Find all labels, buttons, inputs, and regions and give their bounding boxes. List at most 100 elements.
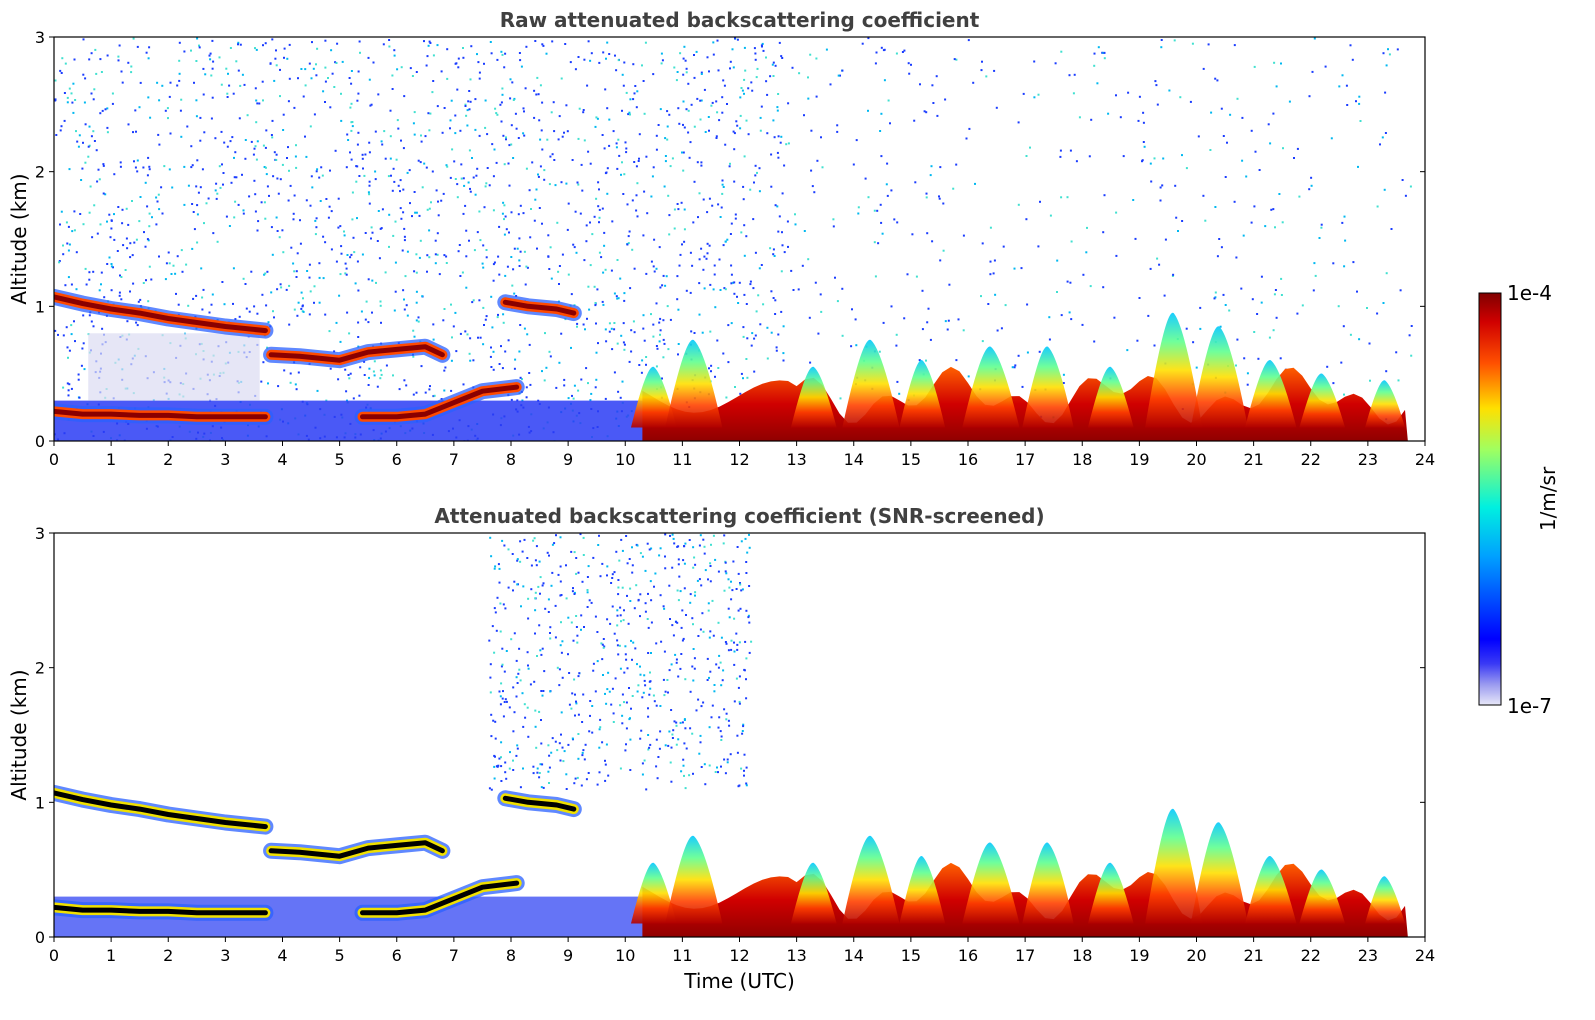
noise-point <box>723 84 726 87</box>
noise-point <box>743 669 746 672</box>
x-tick-label: 21 <box>1243 450 1263 469</box>
noise-point <box>775 349 778 352</box>
x-tick-label: 7 <box>449 450 459 469</box>
noise-point <box>663 185 666 188</box>
noise-point <box>1172 273 1175 276</box>
noise-point <box>528 189 531 192</box>
noise-point <box>142 282 145 284</box>
noise-point <box>605 702 608 705</box>
noise-point <box>551 571 554 574</box>
noise-point <box>736 648 739 651</box>
noise-point <box>946 328 949 331</box>
noise-point <box>350 82 353 85</box>
noise-point <box>660 640 663 643</box>
noise-point <box>87 145 90 148</box>
noise-point <box>589 700 592 702</box>
noise-point <box>425 64 428 67</box>
noise-point <box>350 121 353 124</box>
noise-point <box>147 156 150 159</box>
noise-point <box>503 66 506 69</box>
noise-point <box>106 220 108 223</box>
noise-point <box>1345 84 1348 87</box>
noise-point <box>1073 73 1076 76</box>
noise-point <box>575 702 578 705</box>
noise-point <box>82 73 85 76</box>
noise-point <box>297 301 300 304</box>
noise-point <box>699 99 702 102</box>
noise-point <box>560 77 563 80</box>
noise-point <box>744 640 747 643</box>
noise-point <box>344 262 347 265</box>
noise-point <box>297 77 299 80</box>
noise-point <box>296 314 299 317</box>
x-tick-label: 6 <box>392 946 402 965</box>
noise-point <box>513 580 516 583</box>
noise-point <box>729 162 731 165</box>
noise-point <box>1216 79 1219 82</box>
noise-point <box>493 651 496 654</box>
noise-point <box>696 161 699 164</box>
noise-point <box>624 141 627 144</box>
noise-point <box>535 93 538 96</box>
noise-point <box>962 329 965 332</box>
noise-point <box>758 167 761 170</box>
noise-point <box>148 212 151 215</box>
noise-point <box>602 638 605 640</box>
noise-point <box>300 307 303 310</box>
noise-point <box>717 666 720 669</box>
noise-point <box>925 192 928 195</box>
noise-point <box>73 210 76 213</box>
noise-point <box>330 49 333 52</box>
noise-point <box>54 99 56 102</box>
noise-point <box>505 700 508 703</box>
noise-point <box>572 243 575 246</box>
noise-point <box>628 111 631 114</box>
noise-point <box>412 355 415 358</box>
noise-point <box>199 116 202 119</box>
noise-point <box>814 281 817 284</box>
noise-point <box>737 572 740 575</box>
noise-point <box>384 271 387 274</box>
noise-point <box>1352 261 1355 264</box>
x-tick-label: 12 <box>729 450 749 469</box>
noise-point <box>820 310 823 313</box>
noise-point <box>445 262 448 264</box>
noise-point <box>655 134 658 137</box>
noise-point <box>413 133 416 136</box>
noise-point <box>729 753 732 756</box>
noise-point <box>624 653 627 656</box>
noise-point <box>610 327 613 330</box>
noise-point <box>652 265 655 268</box>
noise-point <box>279 95 281 98</box>
noise-point <box>167 117 169 120</box>
noise-point <box>428 388 431 391</box>
noise-point <box>742 326 745 329</box>
noise-point <box>550 277 553 280</box>
noise-point <box>754 251 757 254</box>
noise-point <box>516 744 519 747</box>
noise-point <box>68 349 71 352</box>
noise-point <box>368 376 370 379</box>
noise-point <box>527 735 530 738</box>
noise-point <box>745 358 748 360</box>
noise-point <box>1202 194 1205 197</box>
noise-point <box>720 206 723 209</box>
noise-point <box>483 62 485 65</box>
noise-point <box>770 153 773 156</box>
noise-point <box>402 188 405 191</box>
noise-point <box>781 231 783 234</box>
noise-point <box>450 303 452 306</box>
noise-point <box>90 320 93 323</box>
noise-point <box>572 587 574 590</box>
noise-point <box>597 205 600 208</box>
noise-point <box>225 215 228 218</box>
noise-point <box>454 114 457 117</box>
noise-point <box>734 213 737 216</box>
noise-point <box>1349 44 1352 47</box>
noise-point <box>608 118 611 121</box>
noise-point <box>880 112 883 115</box>
noise-point <box>777 230 780 233</box>
noise-point <box>671 737 674 739</box>
noise-point <box>603 231 606 234</box>
noise-point <box>501 663 504 666</box>
